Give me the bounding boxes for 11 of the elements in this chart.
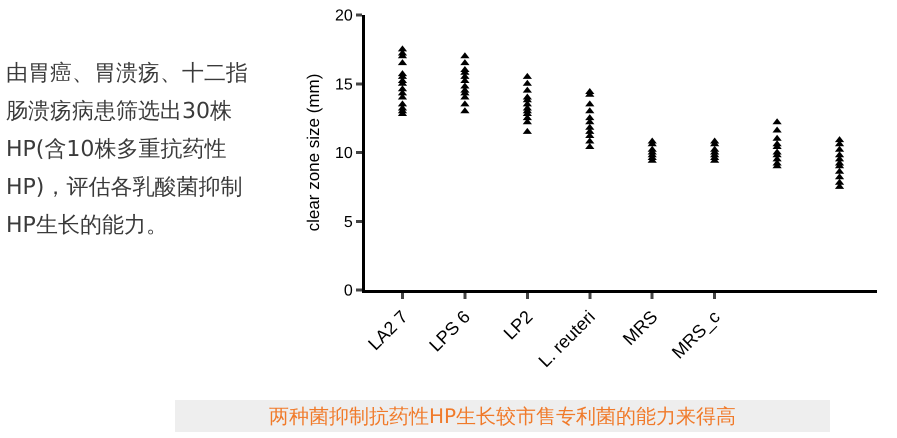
y-tick-label: 0: [344, 282, 353, 300]
x-tick-label: LP2: [500, 306, 537, 344]
text: 两种菌抑制抗药性HP生长较市售专利菌的能力来得高: [175, 400, 830, 432]
text: 由胃癌、胃溃疡、十二指肠溃疡病患筛选出30株HP(含10株多重抗药性HP)，评估各乳酸菌抑制HP生长的能力。: [6, 60, 249, 240]
y-tick-label: 20: [335, 8, 353, 25]
y-tick-label: 15: [335, 76, 353, 94]
y-tick-label: 5: [344, 214, 353, 231]
x-tick-label: LA2 7: [364, 306, 412, 354]
x-tick-label: LPS 6: [425, 306, 474, 356]
y-tick-label: 10: [335, 145, 353, 162]
y-axis-title: clear zone size (mm): [304, 74, 323, 232]
